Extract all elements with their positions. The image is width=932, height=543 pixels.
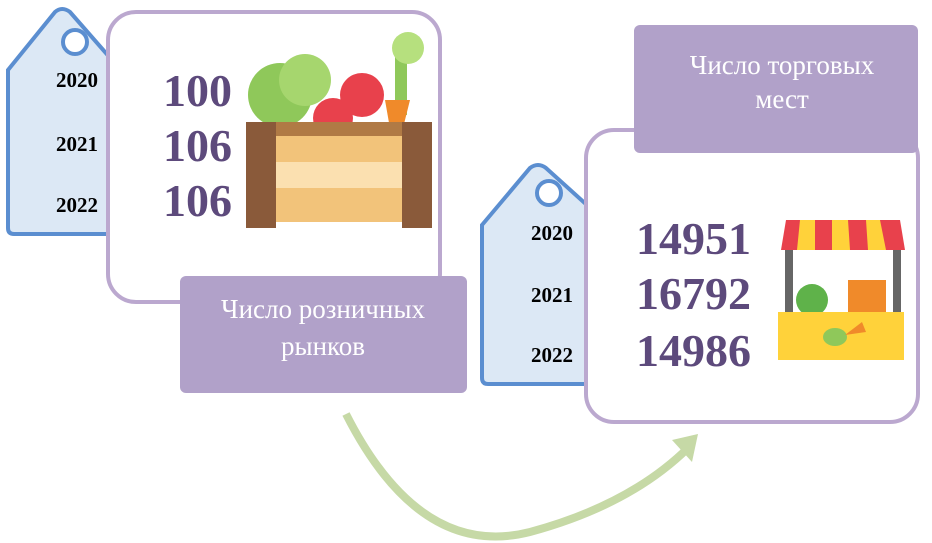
arrow-head [672,434,698,462]
tag-hole [535,179,563,207]
label: рынков [281,331,365,361]
value: 100 [163,65,232,116]
market-stall [778,220,905,360]
label: мест [755,84,809,114]
value: 14951 [636,213,751,264]
label: Число торговых [690,50,875,80]
value: 106 [163,120,232,171]
value: 14986 [636,325,751,376]
tag-hole [61,28,89,56]
year: 2022 [56,193,98,217]
arrow [342,412,691,541]
label-box [180,276,467,393]
value: 16792 [636,268,751,319]
year: 2021 [531,283,573,307]
vegetable-crate [246,32,432,228]
label: Число розничных [221,294,425,324]
year: 2021 [56,132,98,156]
label-box [634,25,918,153]
year: 2020 [531,221,573,245]
year: 2022 [531,343,573,367]
value: 106 [163,175,232,226]
year: 2020 [56,68,98,92]
